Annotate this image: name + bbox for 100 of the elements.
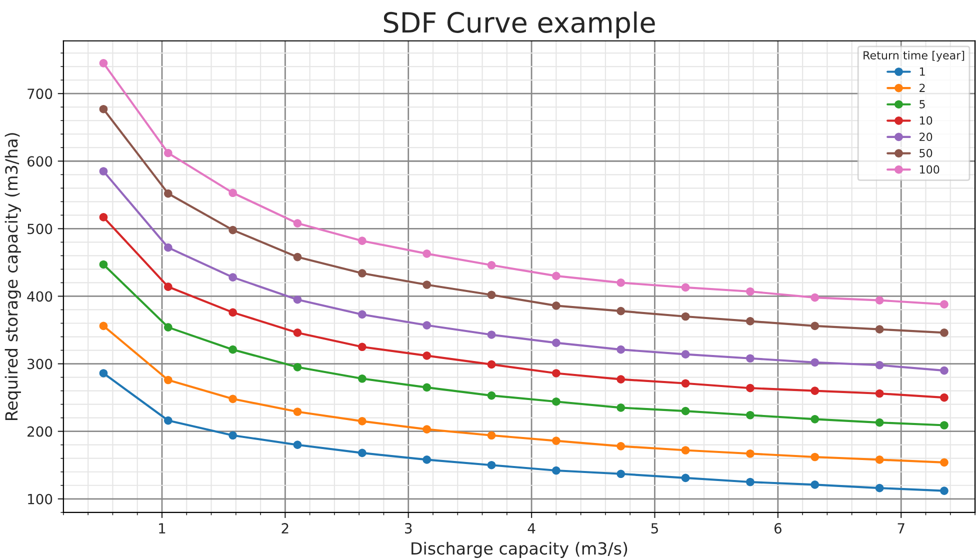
point bbox=[228, 394, 237, 404]
point bbox=[164, 148, 172, 158]
point bbox=[487, 260, 496, 270]
point bbox=[616, 345, 626, 354]
point bbox=[228, 308, 237, 317]
y-tick-label: 600 bbox=[27, 156, 52, 167]
point bbox=[358, 310, 366, 319]
point bbox=[810, 322, 820, 330]
point bbox=[552, 466, 560, 475]
point bbox=[875, 456, 884, 464]
point bbox=[681, 379, 690, 388]
point bbox=[940, 393, 948, 402]
point bbox=[616, 306, 626, 316]
point bbox=[552, 272, 560, 280]
point bbox=[875, 360, 884, 370]
y-tick-label: 500 bbox=[28, 224, 52, 234]
point bbox=[746, 354, 754, 363]
point bbox=[293, 219, 302, 228]
point bbox=[99, 369, 108, 378]
point bbox=[552, 397, 560, 406]
point bbox=[164, 416, 172, 425]
point bbox=[746, 449, 754, 458]
point bbox=[164, 376, 172, 384]
x-axis-title: Discharge capacity (m3/s) bbox=[412, 542, 628, 558]
point bbox=[99, 260, 108, 269]
x-tick-label: 2 bbox=[282, 523, 288, 534]
point bbox=[681, 474, 690, 482]
x-tick-label: 5 bbox=[651, 523, 658, 534]
point bbox=[616, 442, 626, 450]
point bbox=[487, 391, 496, 400]
point bbox=[99, 322, 108, 330]
point bbox=[616, 470, 626, 478]
point bbox=[940, 300, 948, 309]
point bbox=[422, 425, 432, 434]
point bbox=[746, 287, 754, 296]
point bbox=[487, 330, 496, 339]
point bbox=[616, 375, 626, 384]
point bbox=[293, 252, 302, 262]
point bbox=[358, 374, 366, 383]
point bbox=[293, 440, 302, 450]
point bbox=[616, 404, 626, 412]
point bbox=[940, 421, 948, 430]
point bbox=[940, 366, 948, 375]
point bbox=[681, 283, 690, 292]
point bbox=[164, 323, 172, 332]
point bbox=[487, 460, 496, 470]
point bbox=[358, 448, 366, 458]
point bbox=[99, 167, 108, 176]
point bbox=[228, 226, 237, 234]
legend-label: 5 bbox=[920, 100, 925, 108]
x-tick-label: 6 bbox=[774, 523, 782, 534]
point bbox=[358, 269, 366, 278]
point bbox=[681, 350, 690, 358]
chart-title: SDF Curve example bbox=[384, 11, 655, 38]
x-tick-label: 1 bbox=[159, 523, 166, 534]
legend-title: Return time [year] bbox=[864, 50, 964, 62]
point bbox=[358, 417, 366, 426]
point bbox=[552, 302, 560, 310]
point bbox=[293, 408, 302, 416]
point bbox=[228, 431, 237, 440]
x-tick-label: 4 bbox=[528, 523, 536, 534]
point bbox=[875, 418, 884, 427]
point bbox=[422, 321, 432, 330]
point bbox=[164, 282, 172, 291]
y-tick-label: 300 bbox=[28, 358, 52, 370]
y-tick-label: 200 bbox=[28, 426, 52, 437]
point bbox=[810, 480, 820, 489]
point bbox=[99, 104, 108, 114]
point bbox=[810, 452, 820, 462]
point bbox=[746, 317, 754, 326]
y-tick-label: 100 bbox=[28, 494, 52, 504]
point bbox=[875, 389, 884, 398]
point bbox=[875, 296, 884, 304]
y-tick-label: 400 bbox=[27, 291, 52, 302]
point bbox=[552, 369, 560, 378]
point bbox=[293, 295, 302, 304]
x-tick-label: 3 bbox=[405, 523, 412, 534]
point bbox=[616, 278, 626, 287]
legend-label: 100 bbox=[920, 165, 940, 174]
point bbox=[810, 358, 820, 367]
y-axis-title: Required storage capacity (m3/ha) bbox=[4, 133, 21, 420]
point bbox=[422, 352, 432, 360]
point bbox=[940, 486, 948, 495]
point bbox=[164, 243, 172, 252]
point bbox=[487, 360, 496, 369]
point bbox=[293, 362, 302, 372]
point bbox=[746, 410, 754, 420]
point bbox=[228, 345, 237, 354]
point bbox=[358, 342, 366, 352]
point bbox=[681, 312, 690, 321]
point bbox=[422, 250, 432, 258]
point bbox=[164, 189, 172, 198]
legend-label: 20 bbox=[920, 132, 932, 142]
legend-label: 2 bbox=[920, 84, 925, 92]
legend-label: 50 bbox=[920, 148, 932, 158]
point bbox=[99, 213, 108, 222]
point bbox=[228, 188, 237, 198]
point bbox=[940, 458, 948, 467]
point bbox=[681, 406, 690, 416]
point bbox=[552, 338, 560, 348]
